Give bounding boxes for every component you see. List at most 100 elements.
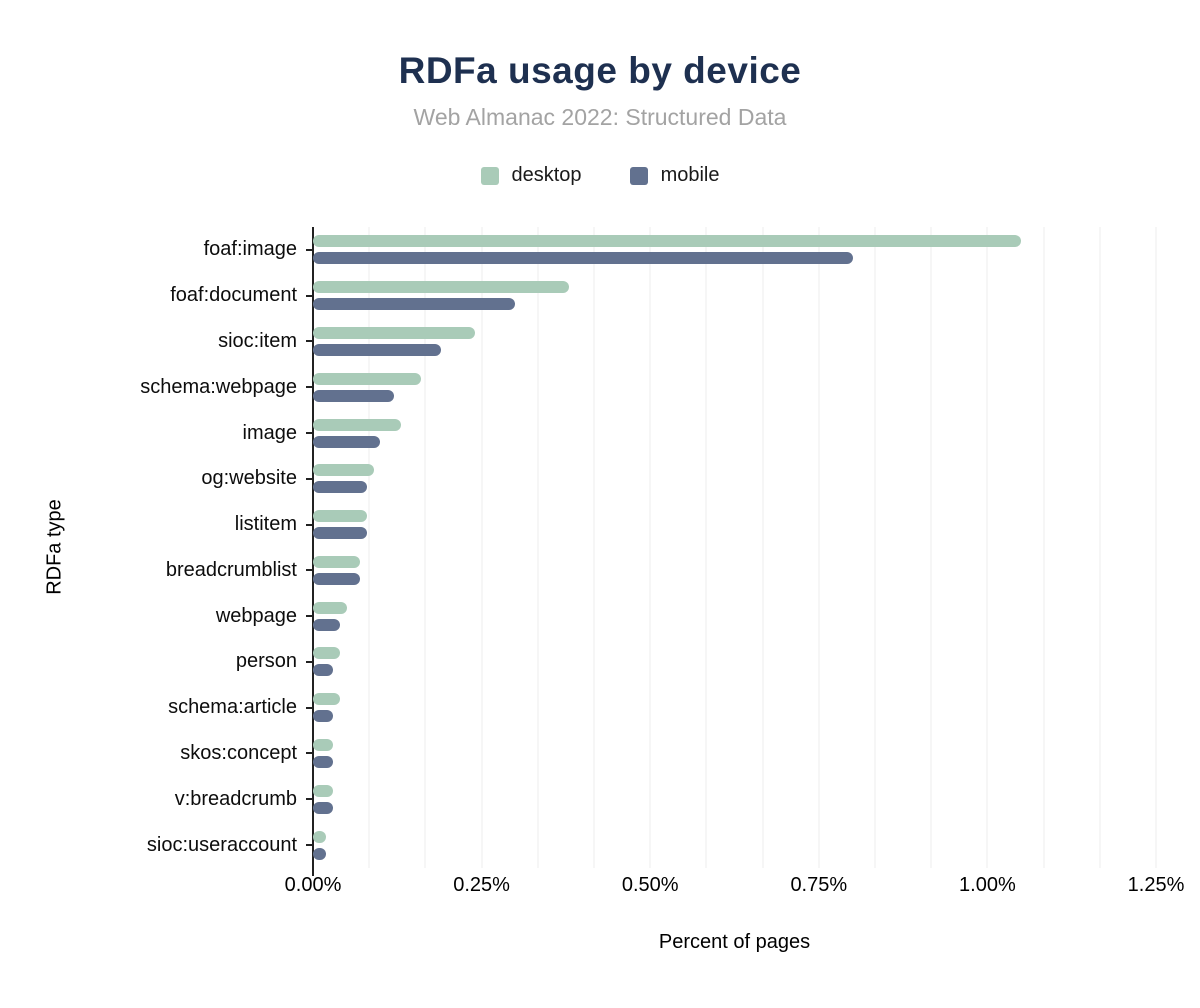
y-axis-tick <box>306 477 313 480</box>
desktop-swatch-icon <box>480 166 499 185</box>
bar-group <box>306 410 1156 456</box>
chart-row: foaf:image <box>0 227 1156 273</box>
desktop-bar <box>313 372 421 385</box>
chart-row: skos:concept <box>0 731 1156 777</box>
bar-group <box>306 776 1156 822</box>
category-label: breadcrumblist <box>165 558 297 581</box>
y-axis-tick <box>306 569 313 572</box>
y-axis-tick <box>306 294 313 297</box>
desktop-bar <box>313 235 1022 248</box>
bar-group <box>306 593 1156 639</box>
category-label: skos:concept <box>180 741 297 764</box>
chart-row: og:website <box>0 456 1156 502</box>
x-tick-label: 1.25% <box>1127 874 1185 896</box>
x-tick-label: 0.50% <box>621 874 679 896</box>
category-label: foaf:image <box>203 238 297 261</box>
bar-group <box>306 319 1156 365</box>
legend-item-mobile: mobile <box>629 164 720 187</box>
mobile-bar <box>313 755 334 768</box>
legend-item-desktop: desktop <box>480 164 582 187</box>
mobile-bar <box>313 801 334 814</box>
category-label: listitem <box>234 513 297 536</box>
chart-row: breadcrumblist <box>0 547 1156 593</box>
bar-group <box>306 227 1156 273</box>
mobile-bar <box>313 435 381 448</box>
chart-row: listitem <box>0 502 1156 548</box>
chart-row: foaf:document <box>0 273 1156 319</box>
mobile-bar <box>313 252 853 265</box>
y-axis-line <box>312 227 314 876</box>
chart-row: sioc:item <box>0 319 1156 365</box>
gridline <box>537 227 539 868</box>
chart-rows: foaf:image foaf:document sioc:item schema:w… <box>0 227 1156 868</box>
mobile-bar <box>313 389 394 402</box>
gridline <box>649 227 651 868</box>
desktop-bar <box>313 601 347 614</box>
mobile-bar <box>313 572 361 585</box>
category-label: image <box>242 421 297 444</box>
y-axis-tick <box>306 706 313 709</box>
mobile-bar <box>313 710 334 723</box>
category-label: og:website <box>201 467 297 490</box>
category-label: sioc:useraccount <box>146 833 297 856</box>
bar-group <box>306 639 1156 685</box>
desktop-bar <box>313 281 570 294</box>
mobile-swatch-icon <box>629 166 648 185</box>
y-axis-tick <box>306 798 313 801</box>
mobile-bar <box>313 527 367 540</box>
chart-title: RDFa usage by device <box>398 50 802 91</box>
legend-label: mobile <box>660 164 720 186</box>
gridline <box>818 227 820 868</box>
desktop-bar <box>313 326 475 339</box>
bar-group <box>306 364 1156 410</box>
desktop-bar <box>313 464 374 477</box>
desktop-bar <box>313 555 361 568</box>
y-axis-tick <box>306 844 313 847</box>
chart-subtitle: Web Almanac 2022: Structured Data <box>413 104 787 130</box>
mobile-bar <box>313 618 340 631</box>
mobile-bar <box>313 664 334 677</box>
bar-group <box>306 502 1156 548</box>
gridline <box>762 227 764 868</box>
category-label: webpage <box>215 604 297 627</box>
gridline <box>986 227 988 868</box>
y-axis-tick <box>306 386 313 389</box>
category-label: schema:webpage <box>140 375 297 398</box>
desktop-bar <box>313 738 334 751</box>
y-axis-title: RDFa type <box>43 499 66 595</box>
chart-row: v:breadcrumb <box>0 776 1156 822</box>
bar-group <box>306 456 1156 502</box>
y-axis-tick <box>306 432 313 435</box>
legend-label: desktop <box>511 164 582 186</box>
x-tick-label: 1.00% <box>959 874 1016 896</box>
mobile-bar <box>313 481 367 494</box>
gridline <box>424 227 426 868</box>
y-axis-tick <box>306 248 313 251</box>
y-axis-tick <box>306 523 313 526</box>
legend: desktop mobile <box>0 164 1200 187</box>
desktop-bar <box>313 510 367 523</box>
chart-row: person <box>0 639 1156 685</box>
plot-area <box>313 227 1157 868</box>
gridline <box>368 227 370 868</box>
category-label: foaf:document <box>170 284 297 307</box>
y-axis-tick <box>306 340 313 343</box>
desktop-bar <box>313 830 327 843</box>
gridline <box>1099 227 1101 868</box>
category-label: v:breadcrumb <box>174 787 297 810</box>
chart-row: sioc:useraccount <box>0 822 1156 868</box>
desktop-bar <box>313 418 401 431</box>
mobile-bar <box>313 298 516 311</box>
y-axis-tick <box>306 752 313 755</box>
bar-group <box>306 822 1156 868</box>
x-tick-label: 0.25% <box>453 874 510 896</box>
gridline <box>1043 227 1045 868</box>
desktop-bar <box>313 784 334 797</box>
mobile-bar <box>313 847 327 860</box>
bar-group <box>306 273 1156 319</box>
x-tick-label: 0.00% <box>284 874 342 896</box>
gridline <box>930 227 932 868</box>
chart-row: schema:article <box>0 685 1156 731</box>
gridline <box>705 227 707 868</box>
